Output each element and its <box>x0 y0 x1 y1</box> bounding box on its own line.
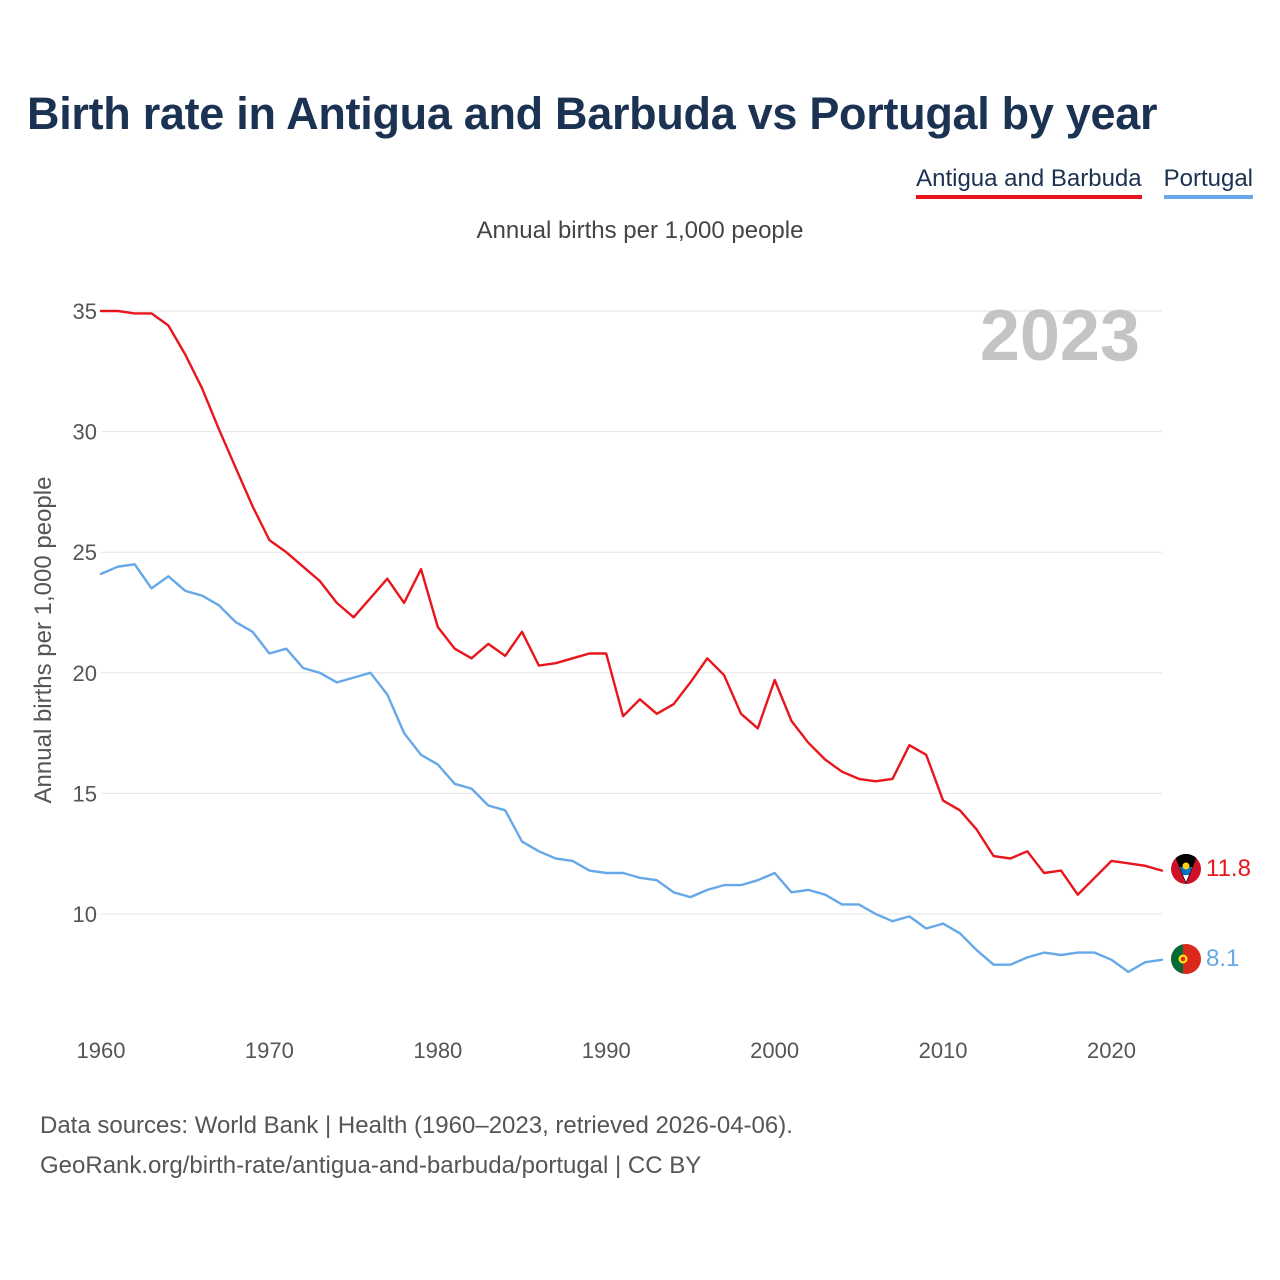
footer: Data sources: World Bank | Health (1960–… <box>40 1106 793 1186</box>
end-label-antigua: 11.8 <box>1206 855 1251 882</box>
gridlines <box>101 310 1162 915</box>
x-tick-label: 1980 <box>413 1038 462 1063</box>
y-tick-label: 20 <box>73 661 97 686</box>
end-label-portugal: 8.1 <box>1206 945 1239 972</box>
series-line-portugal <box>99 563 1164 974</box>
x-tick-label: 1970 <box>245 1038 294 1063</box>
x-tick-label: 2000 <box>750 1038 799 1063</box>
series-line-antigua <box>99 309 1164 896</box>
legend: Antigua and Barbuda Portugal <box>916 165 1253 199</box>
series-lines <box>99 309 1164 974</box>
y-axis-ticks: 10 15 20 25 30 35 <box>73 299 97 927</box>
chart-title: Birth rate in Antigua and Barbuda vs Por… <box>27 88 1158 139</box>
x-tick-label: 1990 <box>582 1038 631 1063</box>
y-axis-label: Annual births per 1,000 people <box>30 477 57 804</box>
x-tick-label: 2020 <box>1087 1038 1136 1063</box>
y-tick-label: 30 <box>73 420 97 445</box>
x-tick-label: 2010 <box>919 1038 968 1063</box>
footer-attribution: GeoRank.org/birth-rate/antigua-and-barbu… <box>40 1152 702 1179</box>
antigua-flag-icon <box>1171 854 1201 884</box>
footer-sources: Data sources: World Bank | Health (1960–… <box>40 1112 793 1139</box>
y-tick-label: 15 <box>73 781 97 806</box>
legend-item-antigua[interactable]: Antigua and Barbuda <box>916 165 1142 199</box>
x-tick-label: 1960 <box>77 1038 126 1063</box>
legend-item-portugal[interactable]: Portugal <box>1163 165 1253 199</box>
chart-subtitle: Annual births per 1,000 people <box>476 217 804 244</box>
y-tick-label: 25 <box>73 540 97 565</box>
portugal-flag-icon <box>1171 944 1201 974</box>
y-tick-label: 35 <box>73 299 97 324</box>
x-axis-ticks: 1960 1970 1980 1990 2000 2010 2020 <box>77 1038 1136 1063</box>
year-watermark: 2023 <box>980 296 1140 376</box>
y-tick-label: 10 <box>73 902 97 927</box>
